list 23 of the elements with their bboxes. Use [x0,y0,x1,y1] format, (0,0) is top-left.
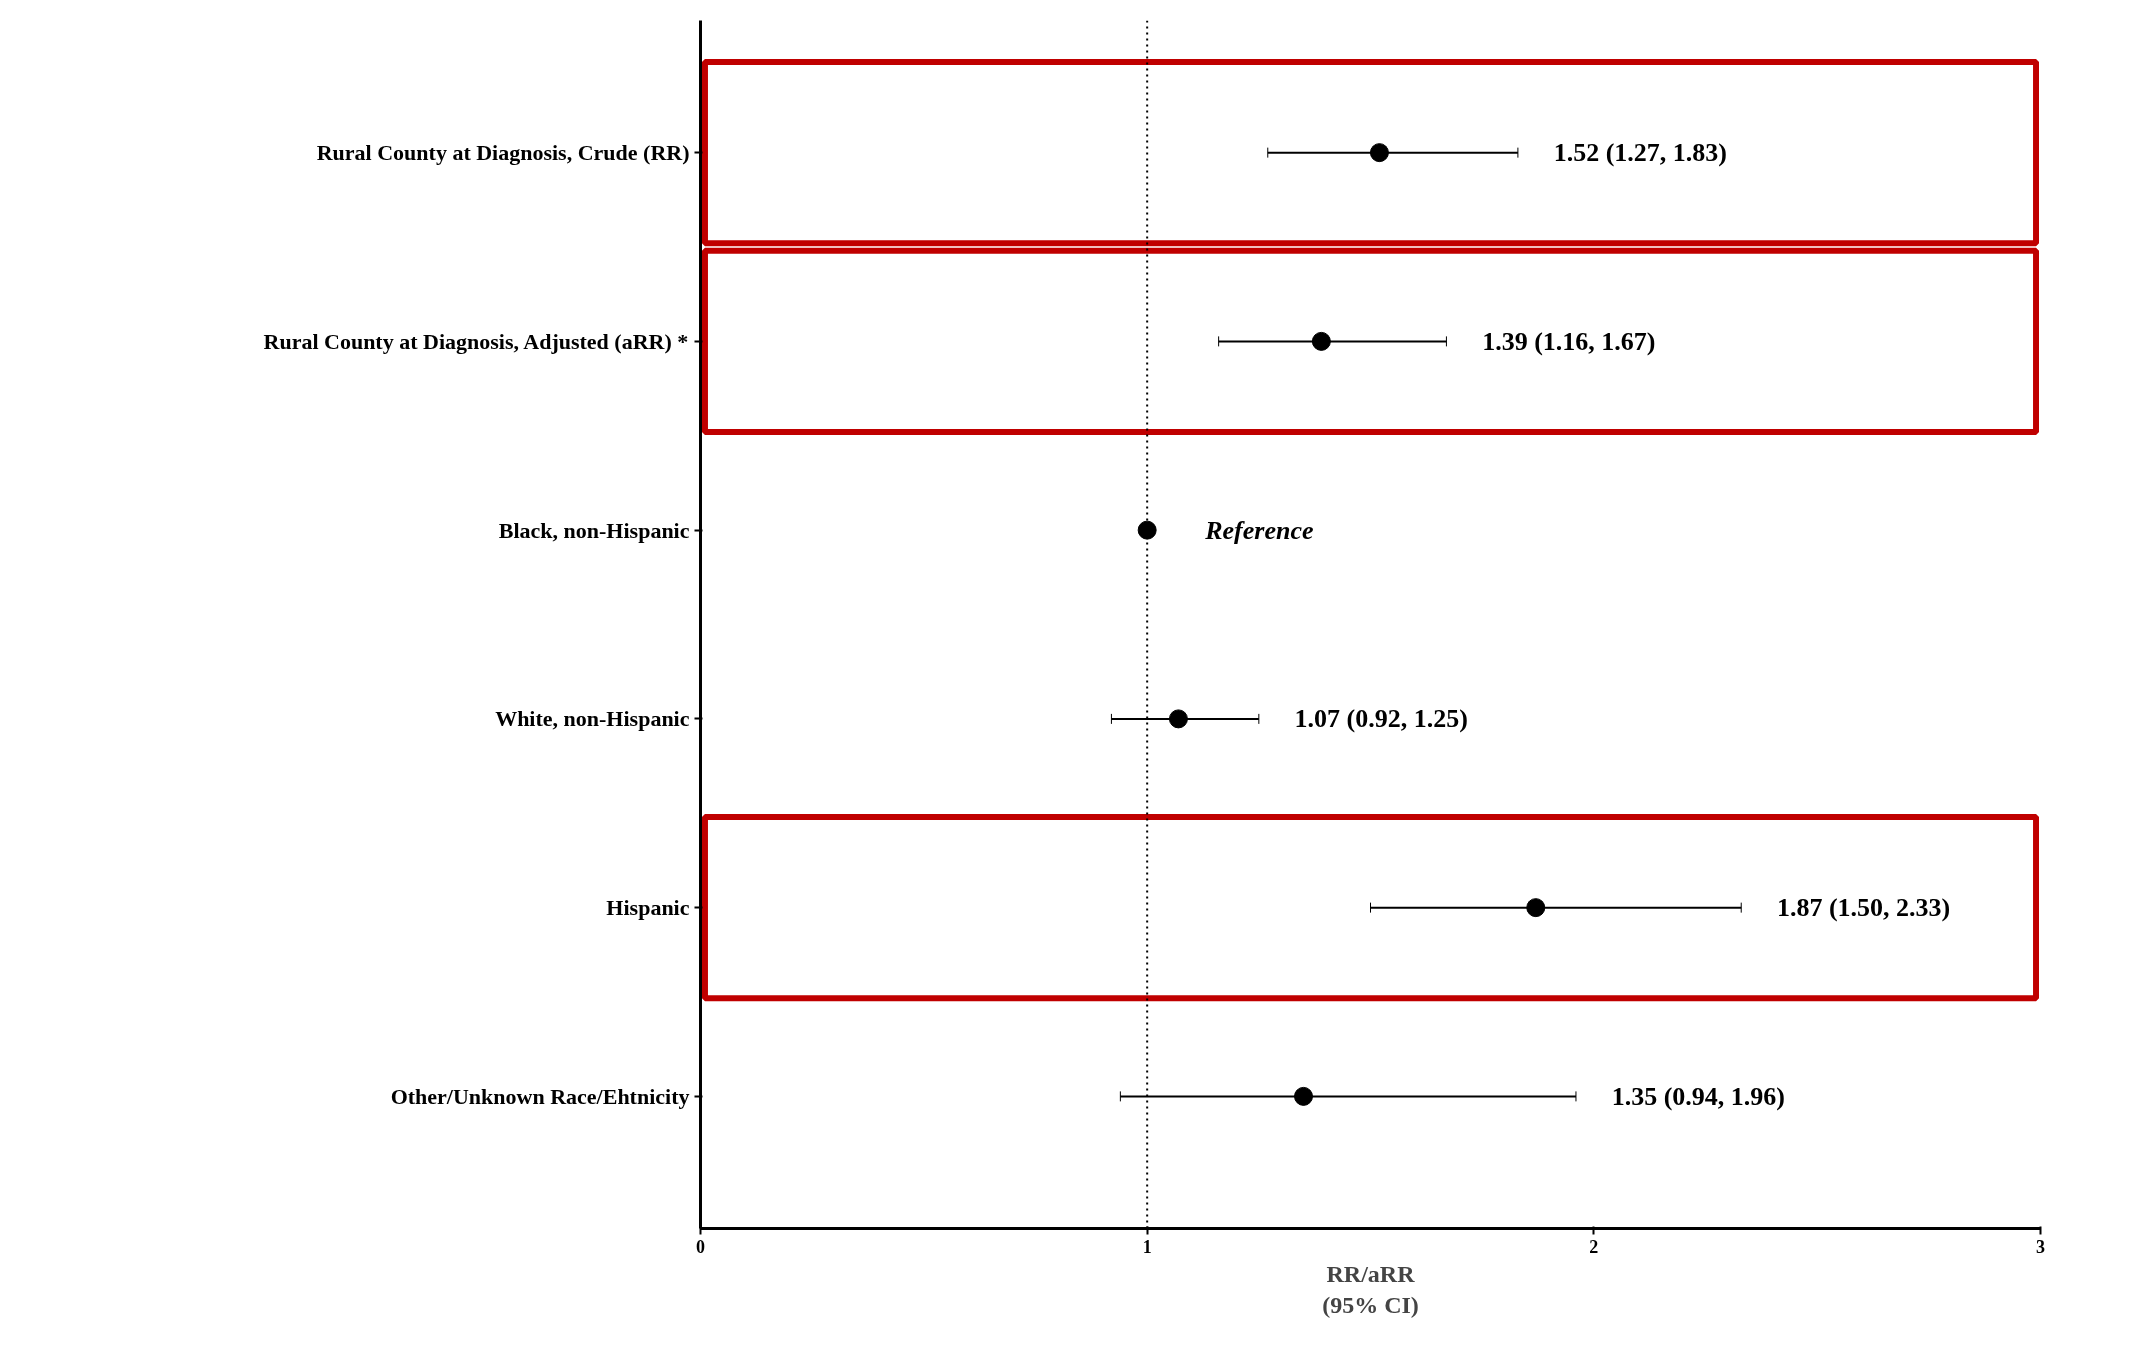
x-tick-label: 2 [1589,1236,1599,1257]
annotation: 1.07 (0.92, 1.25) [1294,704,1468,734]
y-tick-label: Other/Unknown Race/Ehtnicity [390,1083,690,1109]
annotation: Reference [1204,515,1314,545]
x-axis-title: RR/aRR (95% CI) [1322,1260,1419,1318]
point [1137,520,1157,540]
y-tick-label: Rural County at Diagnosis, Crude (RR) [316,140,690,166]
annotation: 1.52 (1.27, 1.83) [1553,138,1727,168]
point [1294,1086,1313,1106]
point [1369,143,1389,163]
y-tick-label: Hispanic [606,895,690,921]
x-tick-label: 1 [1142,1236,1152,1257]
annotation: 1.87 (1.50, 2.33) [1776,893,1951,923]
y-tick-label: Black, non-Hispanic [498,517,690,543]
y-tick-label: Rural County at Diagnosis, Adjusted (aRR) * [263,328,689,354]
point [1311,331,1331,351]
x-tick-label: 3 [2036,1236,2045,1257]
y-tick-label: White, non-Hispanic [495,706,690,732]
annotation: 1.35 (0.94, 1.96) [1611,1081,1786,1111]
x-tick-label: 0 [696,1236,705,1257]
point [1168,709,1188,729]
point [1526,898,1546,918]
annotation: 1.39 (1.16, 1.67) [1482,326,1656,356]
